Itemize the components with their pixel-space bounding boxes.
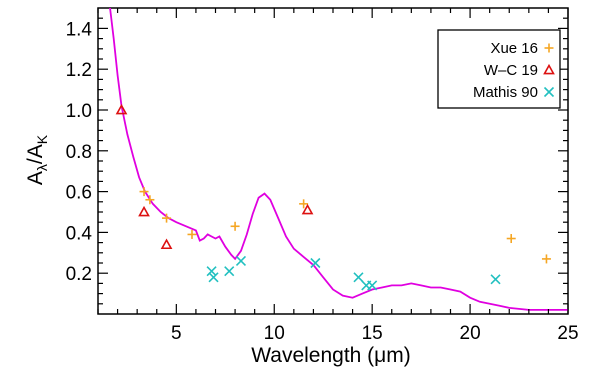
x-axis-title: Wavelength (μm) [251,344,411,367]
y-tick-label: 0.6 [66,183,92,204]
point-w-c-19 [162,240,171,248]
legend-label: W–C 19 [484,62,538,79]
y-axis-title-sub1: λ [34,164,50,171]
point-mathis-90 [225,267,234,276]
y-tick-label: 1.0 [66,101,92,122]
y-tick-label: 1.2 [66,60,92,81]
y-tick-label: 0.2 [66,264,92,285]
point-xue-16 [507,234,516,243]
legend: Xue 16 W–C 19 Mathis 90 [438,30,560,108]
y-axis-title: Aλ/AK [24,134,50,185]
x-tick-label: 10 [264,323,285,344]
y-axis-title-mid: /A [24,144,47,164]
point-mathis-90 [236,256,245,265]
y-tick-label: 0.4 [66,223,93,244]
point-xue-16 [542,254,551,263]
data-markers [117,106,551,290]
point-mathis-90 [354,273,363,282]
x-tick-label: 20 [460,323,481,344]
x-tick-label: 5 [171,323,182,344]
y-tick-label: 0.8 [66,142,92,163]
point-xue-16 [231,222,240,231]
x-tick-label: 25 [557,323,578,344]
y-axis-title-main: A [24,171,47,185]
legend-label: Mathis 90 [473,84,538,101]
x-tick-label: 15 [362,323,383,344]
point-w-c-19 [140,208,149,216]
point-xue-16 [188,230,197,239]
y-axis-title-sub2: K [34,134,50,144]
legend-label: Xue 16 [490,40,538,57]
point-mathis-90 [491,275,500,284]
y-tick-label: 1.4 [66,19,93,40]
